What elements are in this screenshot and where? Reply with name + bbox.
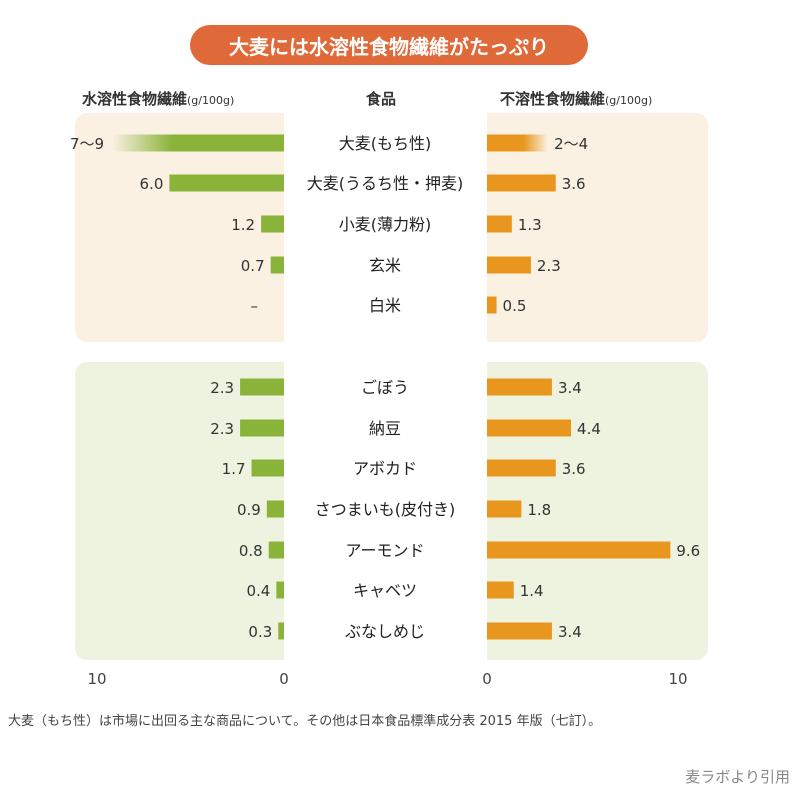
insoluble-value-label: 3.4	[558, 379, 582, 397]
soluble-value-label: 2.3	[210, 379, 234, 397]
insoluble-bar	[487, 256, 531, 274]
soluble-bar	[278, 622, 284, 640]
insoluble-bar	[487, 622, 552, 640]
credit: 麦ラボより引用	[685, 768, 790, 786]
food-label: キャベツ	[353, 581, 417, 600]
insoluble-bar	[487, 134, 549, 152]
food-label: 小麦(薄力粉)	[339, 215, 432, 234]
group-bg-left	[75, 113, 284, 342]
soluble-value-label: 0.8	[239, 542, 263, 560]
soluble-bar	[270, 256, 284, 274]
soluble-value-label: 6.0	[140, 175, 164, 193]
soluble-header: 水溶性食物繊維(g/100g)	[82, 88, 234, 109]
insoluble-header: 不溶性食物繊維(g/100g)	[500, 88, 652, 109]
soluble-header-unit: (g/100g)	[187, 94, 235, 107]
insoluble-value-label: 2〜4	[554, 135, 588, 153]
insoluble-header-label: 不溶性食物繊維	[500, 90, 606, 108]
group-bg-right	[487, 113, 708, 342]
chart-title: 大麦には水溶性食物繊維がたっぷり	[190, 25, 588, 65]
insoluble-value-label: 3.6	[562, 460, 586, 478]
insoluble-bar	[487, 296, 497, 314]
insoluble-bar	[487, 419, 572, 437]
soluble-value-label: 2.3	[210, 420, 234, 438]
group-bg-left	[75, 362, 284, 660]
soluble-header-label: 水溶性食物繊維	[82, 90, 188, 108]
insoluble-bar	[487, 500, 522, 518]
insoluble-value-label: 2.3	[537, 257, 561, 275]
insoluble-bar	[487, 581, 514, 599]
soluble-bar	[276, 581, 284, 599]
food-label: アボカド	[353, 459, 417, 478]
soluble-value-label: 7〜9	[70, 135, 104, 153]
soluble-value-label: 0.7	[241, 257, 265, 275]
food-label: 大麦(うるち性・押麦)	[307, 174, 464, 193]
insoluble-bar	[487, 378, 552, 396]
soluble-bar	[251, 459, 284, 477]
soluble-bar	[112, 134, 284, 152]
insoluble-header-unit: (g/100g)	[605, 94, 653, 107]
left-axis-tick: 10	[87, 670, 106, 688]
food-label: 白米	[369, 296, 401, 315]
soluble-value-label: –	[251, 297, 259, 315]
food-label: ごぼう	[361, 378, 409, 397]
soluble-bar	[169, 174, 284, 192]
soluble-bar	[240, 419, 284, 437]
right-axis-tick: 10	[668, 670, 687, 688]
insoluble-value-label: 1.3	[518, 216, 542, 234]
food-label: ぶなしめじ	[345, 622, 425, 641]
food-label: さつまいも(皮付き)	[315, 500, 456, 519]
food-label: 大麦(もち性)	[339, 134, 432, 153]
soluble-value-label: 0.9	[237, 501, 261, 519]
food-label: 玄米	[369, 256, 401, 275]
insoluble-bar	[487, 215, 512, 233]
insoluble-bar	[487, 174, 556, 192]
insoluble-bar	[487, 541, 671, 559]
right-axis-tick: 0	[482, 670, 492, 688]
food-label: 納豆	[369, 419, 401, 438]
footnote: 大麦（もち性）は市場に出回る主な商品について。その他は日本食品標準成分表 201…	[8, 714, 602, 729]
insoluble-value-label: 4.4	[577, 420, 601, 438]
insoluble-value-label: 3.6	[562, 175, 586, 193]
insoluble-value-label: 9.6	[676, 542, 700, 560]
insoluble-bar	[487, 459, 556, 477]
insoluble-value-label: 1.8	[527, 501, 551, 519]
soluble-bar	[266, 500, 284, 518]
left-axis-tick: 0	[279, 670, 289, 688]
insoluble-value-label: 3.4	[558, 623, 582, 641]
soluble-bar	[268, 541, 284, 559]
insoluble-value-label: 1.4	[520, 582, 544, 600]
soluble-value-label: 0.3	[248, 623, 272, 641]
food-label: アーモンド	[345, 541, 424, 560]
soluble-value-label: 1.2	[231, 216, 255, 234]
soluble-value-label: 0.4	[247, 582, 271, 600]
food-header: 食品	[366, 90, 397, 108]
soluble-value-label: 1.7	[222, 460, 246, 478]
insoluble-value-label: 0.5	[503, 297, 527, 315]
soluble-bar	[261, 215, 284, 233]
soluble-bar	[240, 378, 284, 396]
